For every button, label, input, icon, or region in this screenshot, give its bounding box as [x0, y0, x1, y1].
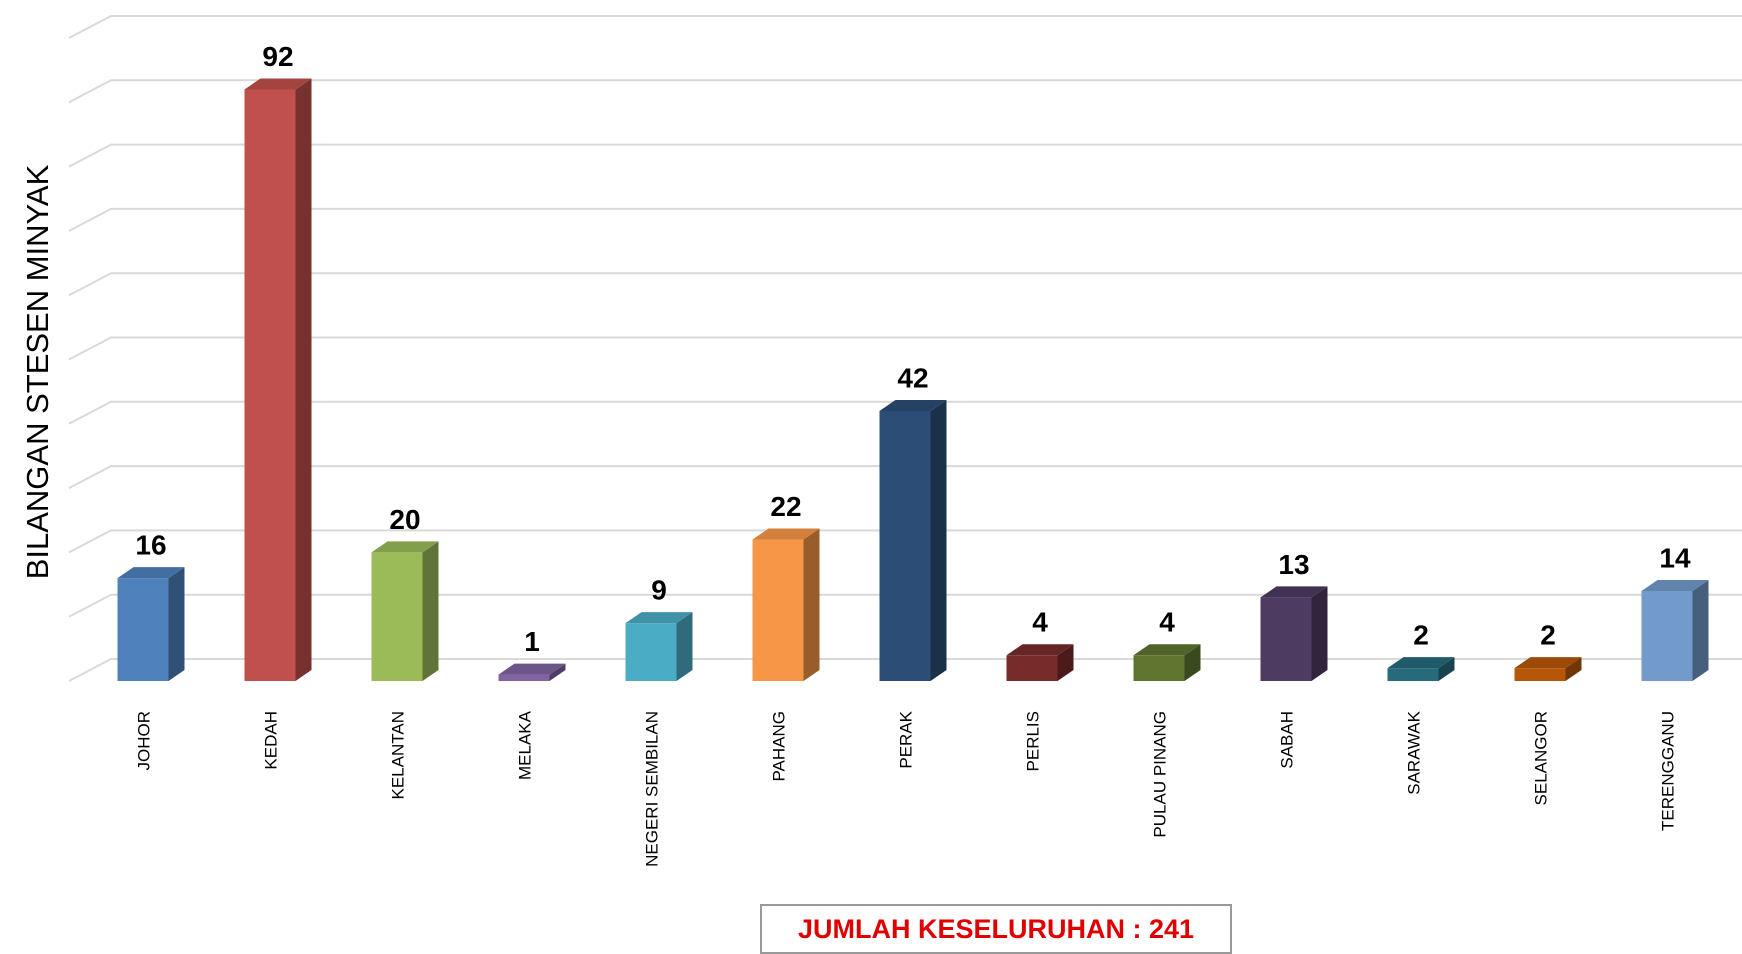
bar-side: [1438, 657, 1455, 681]
bar-top: [752, 528, 820, 540]
grid-line: [68, 465, 1742, 489]
bar-side: [1692, 579, 1709, 681]
grid-line: [68, 272, 1742, 297]
data-label: 22: [770, 491, 801, 522]
data-label: 2: [1413, 620, 1429, 651]
bar-front: [117, 578, 169, 681]
bar-top: [244, 78, 312, 90]
x-tick-label: TERENGGANU: [1658, 711, 1677, 831]
grid-line: [68, 143, 1742, 168]
bar: [1641, 579, 1709, 681]
bar-front: [498, 674, 550, 681]
data-label: 9: [651, 575, 667, 606]
grid-line: [68, 15, 1742, 39]
bar-side: [295, 78, 312, 681]
data-label: 92: [262, 41, 293, 72]
bar-front: [1006, 655, 1058, 681]
data-label: 2: [1540, 620, 1556, 651]
data-label: 20: [389, 504, 420, 535]
bar-front: [1641, 590, 1693, 681]
grid-line: [68, 79, 1742, 104]
bar: [625, 612, 693, 681]
bar-side: [676, 612, 693, 681]
plot: 16 JOHOR 92 KEDAH 20 KELANTAN 1 MELAKA 9 NEGERI S…: [68, 15, 1742, 867]
bar-side: [930, 399, 947, 681]
y-axis-title: BILANGAN STESEN MINYAK: [20, 164, 55, 579]
bar: [752, 528, 820, 681]
bar: [1387, 657, 1455, 681]
x-tick-label: PULAU PINANG: [1150, 711, 1169, 838]
data-label: 4: [1032, 607, 1048, 638]
bar-top: [879, 399, 947, 411]
grid-line: [68, 529, 1742, 554]
grid-line: [68, 593, 1742, 618]
data-label: 16: [135, 530, 166, 561]
bar-side: [1311, 586, 1328, 681]
data-label: 13: [1278, 549, 1309, 580]
x-tick-label: SABAH: [1277, 711, 1296, 769]
data-label: 42: [897, 362, 928, 393]
grid-line: [68, 400, 1742, 425]
bar-front: [879, 410, 931, 681]
bar-front: [1514, 668, 1566, 681]
grid-line: [68, 207, 1742, 232]
grid-line: [68, 336, 1742, 361]
bar: [498, 663, 566, 681]
annotation-box: [760, 904, 1232, 954]
bar-front: [244, 89, 296, 681]
x-tick-label: MELAKA: [515, 710, 534, 780]
bar-side: [549, 663, 566, 681]
bar-side: [1184, 644, 1201, 681]
bar-front: [1260, 597, 1312, 681]
annotation: JUMLAH KESELURUHAN : 241: [798, 914, 1194, 944]
x-tick-label: KELANTAN: [388, 711, 407, 800]
bar-front: [752, 539, 804, 681]
data-label: 1: [524, 626, 540, 657]
x-tick-label: SARAWAK: [1404, 710, 1423, 794]
bar: [117, 567, 185, 681]
bar-top: [117, 567, 185, 579]
bar-side: [1565, 657, 1582, 681]
data-label: 14: [1659, 542, 1691, 573]
bar-side: [803, 528, 820, 681]
bar-side: [422, 541, 439, 681]
x-tick-label: PERAK: [896, 710, 915, 768]
x-tick-label: PERLIS: [1023, 711, 1042, 771]
bar-front: [1387, 668, 1439, 681]
x-tick-label: SELANGOR: [1531, 711, 1550, 805]
bar-top: [1641, 579, 1709, 591]
x-tick-label: KEDAH: [261, 711, 280, 770]
bar-top: [1514, 657, 1582, 669]
bar-side: [1057, 644, 1074, 681]
bar-front: [625, 623, 677, 681]
bar-top: [1133, 644, 1201, 656]
bar: [371, 541, 439, 681]
bar-front: [1133, 655, 1185, 681]
bar-side: [168, 567, 185, 681]
bar-top: [1006, 644, 1074, 656]
x-tick-label: PAHANG: [769, 711, 788, 782]
bar: [244, 78, 312, 681]
x-tick-label: NEGERI SEMBILAN: [642, 711, 661, 867]
bar: [1260, 586, 1328, 681]
bar-top: [371, 541, 439, 553]
bar: [1133, 644, 1201, 681]
bar: [879, 399, 947, 681]
bar-top: [1260, 586, 1328, 598]
bar-top: [625, 612, 693, 624]
bar: [1514, 657, 1582, 681]
bar-front: [371, 552, 423, 681]
bar-top: [1387, 657, 1455, 669]
bar: [1006, 644, 1074, 681]
x-tick-label: JOHOR: [134, 711, 153, 771]
bar-top: [498, 663, 566, 675]
data-label: 4: [1159, 607, 1175, 638]
